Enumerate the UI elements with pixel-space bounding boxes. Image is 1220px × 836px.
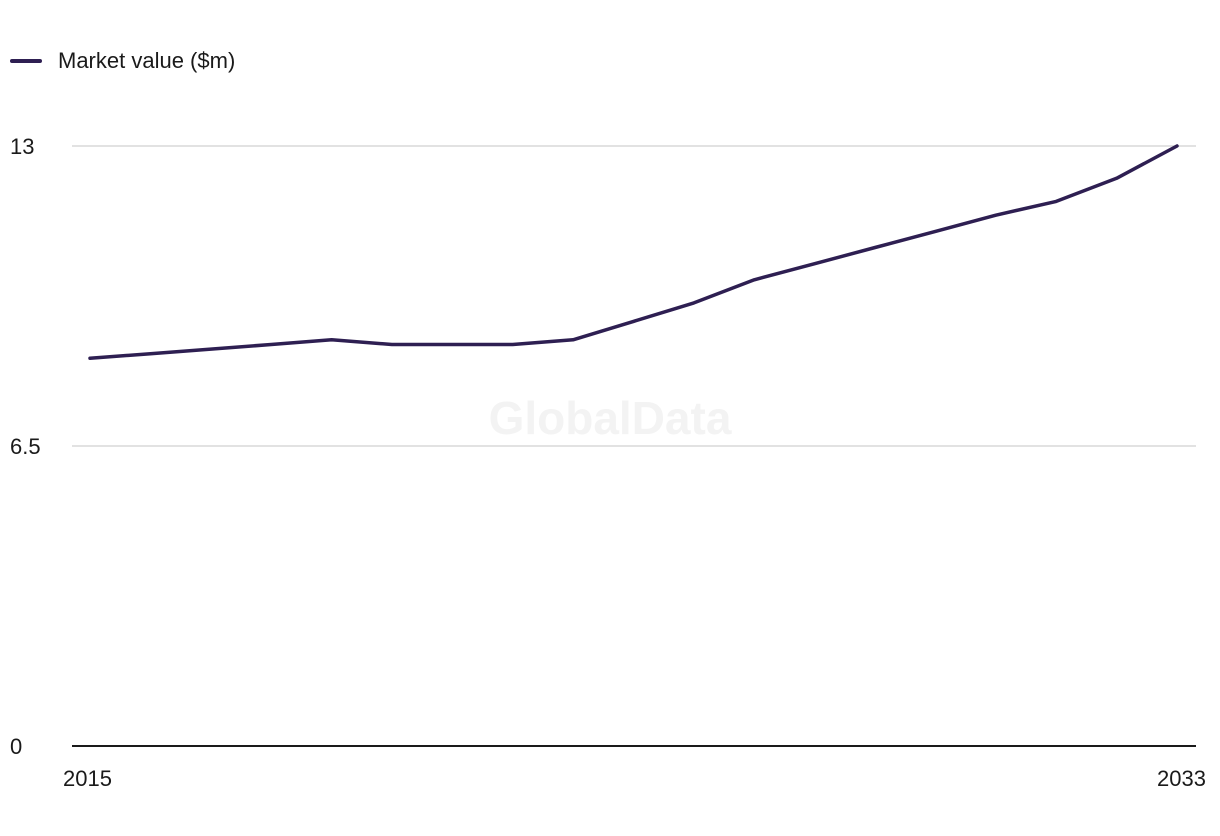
y-tick-label: 13 xyxy=(10,134,34,159)
y-tick-label: 0 xyxy=(10,734,22,759)
legend-line-swatch xyxy=(10,59,42,63)
x-tick-label: 2015 xyxy=(63,766,112,791)
series-line xyxy=(88,144,1179,361)
y-axis-ticks: 0 6.5 13 xyxy=(10,134,41,759)
watermark-text: GlobalData xyxy=(489,392,732,444)
chart-legend: Market value ($m) xyxy=(10,46,235,76)
x-tick-label: 2033 xyxy=(1157,766,1206,791)
grid-layer xyxy=(72,145,1196,747)
legend-label: Market value ($m) xyxy=(58,48,236,73)
x-axis-ticks: 2015 2033 xyxy=(63,766,1206,791)
y-tick-label: 6.5 xyxy=(10,434,41,459)
series-layer xyxy=(88,144,1179,361)
